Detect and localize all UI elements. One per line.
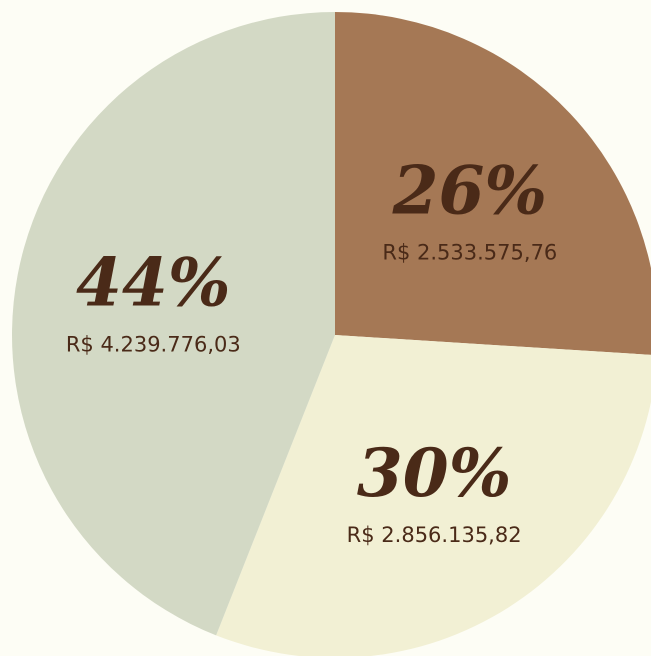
percent-label: 30% [357, 434, 512, 512]
amount-label: R$ 2.856.135,82 [347, 523, 522, 547]
pie-slice [216, 335, 651, 656]
pie-slice [335, 12, 651, 355]
pie-slice [12, 12, 335, 636]
amount-label: R$ 2.533.575,76 [382, 240, 557, 264]
percent-label: 44% [76, 243, 231, 321]
amount-label: R$ 4.239.776,03 [66, 332, 241, 356]
percent-label: 26% [392, 151, 548, 229]
